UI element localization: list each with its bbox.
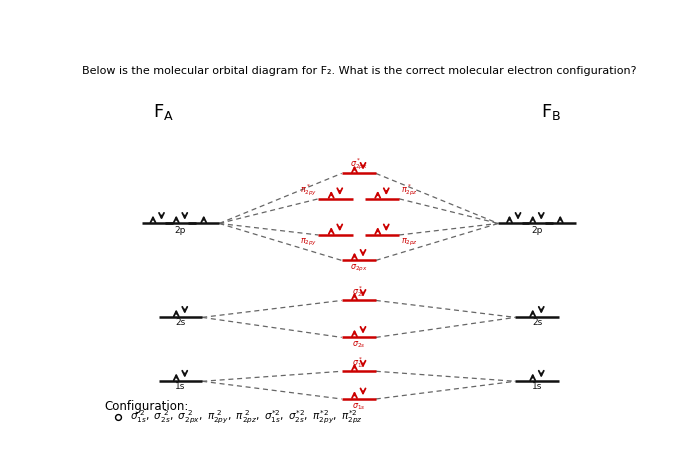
Text: 2p: 2p [175, 226, 186, 235]
Text: $\sigma^*_{2px}$: $\sigma^*_{2px}$ [350, 157, 368, 172]
Text: 1s: 1s [532, 382, 542, 391]
Text: $\sigma_{1s}^{\ 2},\ \sigma_{2s}^{\ 2},\ \sigma_{2px}^{\ 2},\ \pi_{2py}^{\ 2},\ : $\sigma_{1s}^{\ 2},\ \sigma_{2s}^{\ 2},\… [130, 409, 363, 426]
Text: $\pi^*_{2py}$: $\pi^*_{2py}$ [300, 183, 317, 198]
Text: Below is the molecular orbital diagram for F₂. What is the correct molecular ele: Below is the molecular orbital diagram f… [81, 66, 636, 76]
Text: 2s: 2s [176, 318, 186, 327]
Text: 2s: 2s [532, 318, 542, 327]
Text: 2p: 2p [531, 226, 542, 235]
Text: $\mathrm{F_A}$: $\mathrm{F_A}$ [153, 102, 174, 122]
Text: $\sigma_{2s}$: $\sigma_{2s}$ [352, 340, 365, 350]
Text: $\sigma_{1s}$: $\sigma_{1s}$ [352, 401, 365, 412]
Text: $\sigma_{2px}$: $\sigma_{2px}$ [350, 263, 368, 274]
Text: $\pi_{2pz}$: $\pi_{2pz}$ [400, 238, 418, 248]
Text: 1s: 1s [175, 382, 186, 391]
Text: Configuration:: Configuration: [104, 400, 189, 413]
Text: $\pi^*_{2pz}$: $\pi^*_{2pz}$ [400, 183, 418, 198]
Text: $\mathrm{F_B}$: $\mathrm{F_B}$ [541, 102, 561, 122]
Text: $\sigma^*_{1s}$: $\sigma^*_{1s}$ [352, 355, 365, 370]
Text: $\pi_{2py}$: $\pi_{2py}$ [300, 238, 317, 248]
Text: $\sigma^*_{2s}$: $\sigma^*_{2s}$ [352, 284, 365, 299]
